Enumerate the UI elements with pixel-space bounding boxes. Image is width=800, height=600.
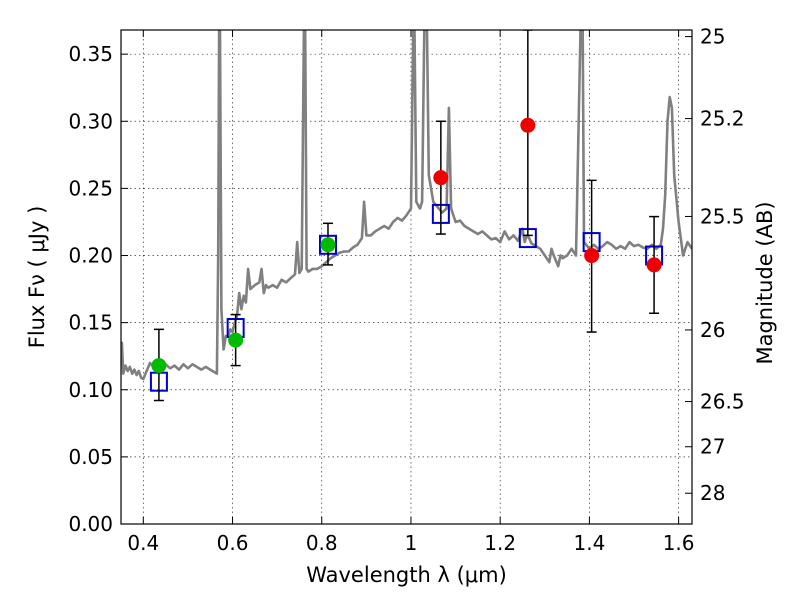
x-tick-label: 0.4	[127, 531, 159, 555]
observed-flux-point	[320, 237, 336, 253]
y2-tick-label: 26.5	[700, 390, 745, 414]
observed-flux-point	[584, 248, 600, 264]
plot-area	[121, 30, 692, 402]
observed-flux-point	[520, 117, 536, 133]
axes: 0.4 0.6 0.8 1 1.2 1.4 1.6 0.00 0.05 0.10 0.15 0.20 0…	[68, 25, 744, 555]
x-tick-label: 1.4	[573, 531, 605, 555]
y-tick-label: 0.30	[68, 109, 113, 133]
y2-tick-label: 28	[700, 481, 725, 505]
x-axis-label: Wavelength λ (μm)	[306, 563, 507, 587]
plot-frame	[120, 29, 693, 525]
x-tick-label: 0.6	[217, 531, 249, 555]
y-axis-label: Flux Fν ( μJy )	[25, 206, 49, 349]
observed-flux-point	[646, 257, 662, 273]
y2-tick-label: 25.2	[700, 107, 745, 131]
y2-tick-label: 26	[700, 318, 725, 342]
y-tick-label: 0.10	[68, 378, 113, 402]
x-tick-label: 1.6	[663, 531, 695, 555]
model-spectrum-line	[121, 30, 692, 381]
x-tick-label: 1	[405, 531, 418, 555]
secondary-y-axis-label: Magnitude (AB)	[753, 201, 777, 364]
x-tick-label: 0.8	[306, 531, 338, 555]
observed-flux-point	[228, 332, 244, 348]
x-tick-label: 1.2	[484, 531, 516, 555]
y2-tick-label: 25.5	[700, 204, 745, 228]
y-tick-label: 0.25	[68, 176, 113, 200]
y-tick-label: 0.20	[68, 244, 113, 268]
y2-tick-label: 25	[700, 25, 725, 49]
y-tick-label: 0.15	[68, 311, 113, 335]
observed-flux-point	[433, 170, 449, 186]
observed-flux-point	[151, 358, 167, 374]
y-tick-label: 0.05	[68, 445, 113, 469]
y-tick-label: 0.35	[68, 42, 113, 66]
y-tick-label: 0.00	[68, 512, 113, 536]
y2-tick-label: 27	[700, 435, 725, 459]
